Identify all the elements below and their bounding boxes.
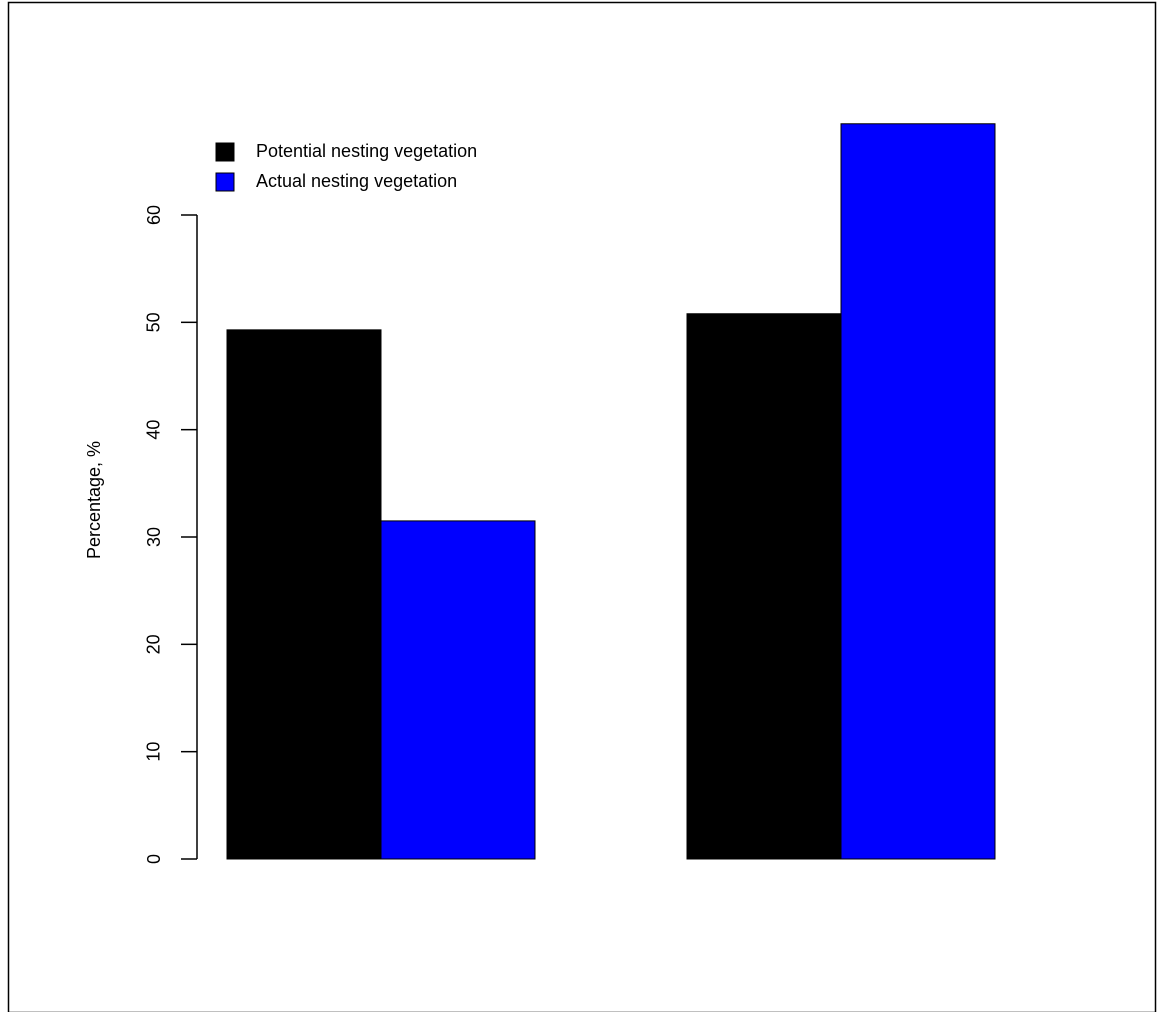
bar <box>380 520 536 860</box>
y-tick-label: 40 <box>144 420 164 440</box>
y-tick-label: 30 <box>144 527 164 547</box>
bar <box>686 313 842 860</box>
y-axis-label: Percentage, % <box>84 441 104 559</box>
legend-swatch <box>215 142 235 162</box>
legend-label: Potential nesting vegetation <box>256 141 477 161</box>
y-tick-label: 0 <box>144 854 164 864</box>
y-tick-label: 50 <box>144 312 164 332</box>
legend-swatch <box>215 172 235 192</box>
bar <box>840 123 996 860</box>
y-tick-label: 10 <box>144 742 164 762</box>
legend-label: Actual nesting vegetation <box>256 171 457 191</box>
bar <box>226 329 382 860</box>
y-tick-label: 20 <box>144 634 164 654</box>
y-tick-label: 60 <box>144 205 164 225</box>
